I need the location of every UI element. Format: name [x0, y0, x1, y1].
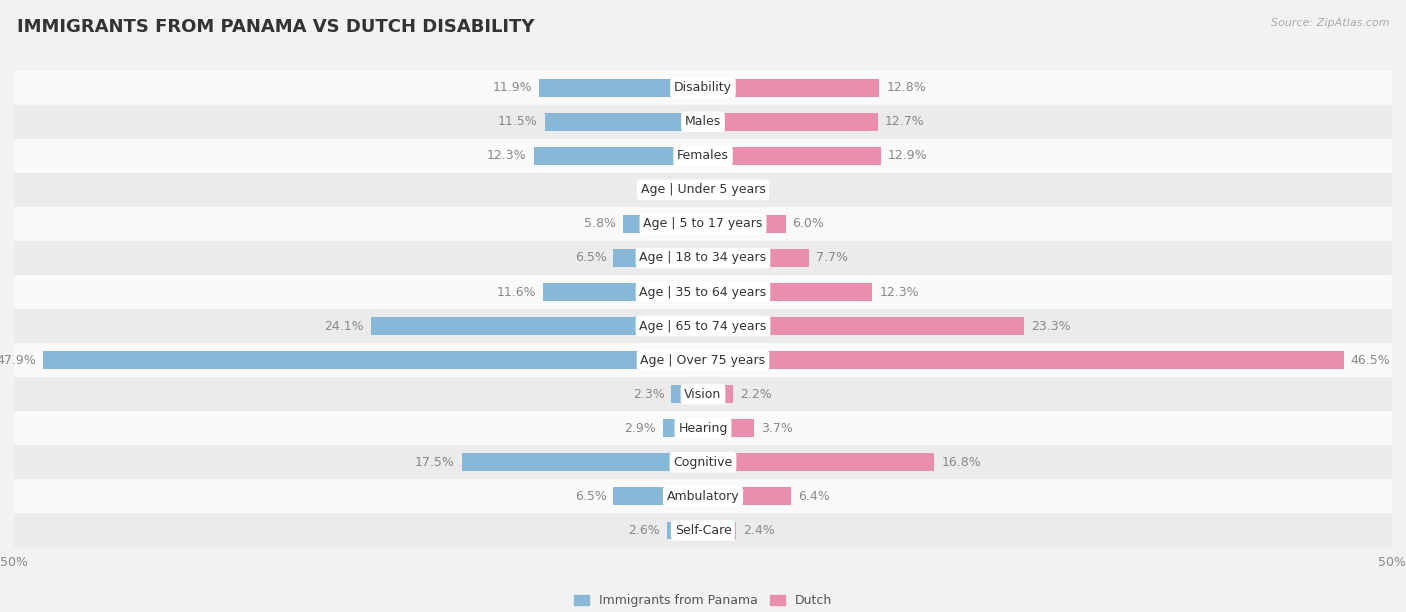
Bar [544, 113, 703, 130]
Text: Age | 18 to 34 years: Age | 18 to 34 years [640, 252, 766, 264]
FancyBboxPatch shape [14, 343, 1392, 377]
Text: Cognitive: Cognitive [673, 456, 733, 469]
FancyBboxPatch shape [14, 411, 1392, 446]
Text: 7.7%: 7.7% [815, 252, 848, 264]
Text: 11.9%: 11.9% [492, 81, 531, 94]
Text: Age | Over 75 years: Age | Over 75 years [641, 354, 765, 367]
Text: 1.7%: 1.7% [734, 184, 765, 196]
Text: 12.8%: 12.8% [886, 81, 927, 94]
Text: 2.4%: 2.4% [742, 524, 775, 537]
Text: Females: Females [678, 149, 728, 162]
Bar [703, 419, 754, 437]
Text: Age | 5 to 17 years: Age | 5 to 17 years [644, 217, 762, 231]
Bar [703, 147, 880, 165]
Bar [703, 386, 734, 403]
Bar [664, 419, 703, 437]
FancyBboxPatch shape [14, 309, 1392, 343]
Bar [538, 79, 703, 97]
Text: 12.9%: 12.9% [887, 149, 928, 162]
FancyBboxPatch shape [14, 139, 1392, 173]
Text: Males: Males [685, 115, 721, 129]
Bar [703, 453, 935, 471]
Bar [623, 215, 703, 233]
Text: 23.3%: 23.3% [1031, 319, 1070, 332]
Text: Ambulatory: Ambulatory [666, 490, 740, 503]
Text: Age | 65 to 74 years: Age | 65 to 74 years [640, 319, 766, 332]
Text: Age | 35 to 64 years: Age | 35 to 64 years [640, 286, 766, 299]
Text: 12.7%: 12.7% [884, 115, 925, 129]
Bar [44, 351, 703, 369]
FancyBboxPatch shape [14, 377, 1392, 411]
Text: 16.8%: 16.8% [942, 456, 981, 469]
Bar [371, 317, 703, 335]
Text: 5.8%: 5.8% [585, 217, 616, 231]
Bar [613, 488, 703, 505]
FancyBboxPatch shape [14, 446, 1392, 479]
Text: 11.5%: 11.5% [498, 115, 537, 129]
Text: 11.6%: 11.6% [496, 286, 536, 299]
Text: 6.4%: 6.4% [799, 490, 830, 503]
Text: 6.5%: 6.5% [575, 490, 606, 503]
Text: Age | Under 5 years: Age | Under 5 years [641, 184, 765, 196]
Bar [703, 317, 1024, 335]
Bar [703, 521, 737, 539]
Text: 12.3%: 12.3% [879, 286, 920, 299]
FancyBboxPatch shape [14, 71, 1392, 105]
FancyBboxPatch shape [14, 479, 1392, 513]
Legend: Immigrants from Panama, Dutch: Immigrants from Panama, Dutch [568, 589, 838, 612]
Bar [703, 113, 877, 130]
Bar [613, 249, 703, 267]
Text: 6.5%: 6.5% [575, 252, 606, 264]
Bar [671, 386, 703, 403]
Text: Hearing: Hearing [678, 422, 728, 435]
Text: 12.3%: 12.3% [486, 149, 527, 162]
Bar [703, 79, 879, 97]
Text: Self-Care: Self-Care [675, 524, 731, 537]
Text: 2.3%: 2.3% [633, 387, 665, 401]
Bar [461, 453, 703, 471]
Bar [543, 283, 703, 301]
Bar [703, 351, 1344, 369]
Bar [703, 215, 786, 233]
FancyBboxPatch shape [14, 173, 1392, 207]
Bar [703, 181, 727, 199]
Bar [703, 488, 792, 505]
Bar [703, 283, 873, 301]
FancyBboxPatch shape [14, 275, 1392, 309]
Text: Source: ZipAtlas.com: Source: ZipAtlas.com [1271, 18, 1389, 28]
Text: 47.9%: 47.9% [0, 354, 37, 367]
Text: 17.5%: 17.5% [415, 456, 456, 469]
Text: 2.6%: 2.6% [628, 524, 661, 537]
Text: 2.2%: 2.2% [740, 387, 772, 401]
Bar [533, 147, 703, 165]
Text: 24.1%: 24.1% [325, 319, 364, 332]
Text: Vision: Vision [685, 387, 721, 401]
Text: 3.7%: 3.7% [761, 422, 793, 435]
FancyBboxPatch shape [14, 105, 1392, 139]
FancyBboxPatch shape [14, 207, 1392, 241]
FancyBboxPatch shape [14, 513, 1392, 547]
Bar [668, 521, 703, 539]
Text: 1.2%: 1.2% [648, 184, 679, 196]
Bar [686, 181, 703, 199]
Text: 46.5%: 46.5% [1351, 354, 1391, 367]
Text: 2.9%: 2.9% [624, 422, 657, 435]
Text: Disability: Disability [673, 81, 733, 94]
FancyBboxPatch shape [14, 241, 1392, 275]
Text: IMMIGRANTS FROM PANAMA VS DUTCH DISABILITY: IMMIGRANTS FROM PANAMA VS DUTCH DISABILI… [17, 18, 534, 36]
Text: 6.0%: 6.0% [793, 217, 824, 231]
Bar [703, 249, 808, 267]
